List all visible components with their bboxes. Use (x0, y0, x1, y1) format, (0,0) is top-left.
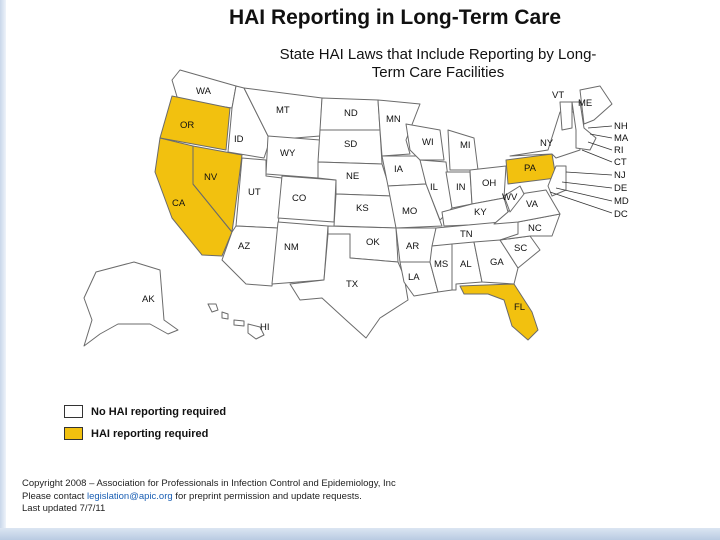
label-NJ: NJ (614, 170, 626, 181)
label-TX: TX (346, 279, 359, 290)
label-HI: HI (260, 322, 270, 333)
state-MO (387, 183, 443, 229)
label-IA: IA (394, 164, 404, 175)
slide-title: HAI Reporting in Long-Term Care (228, 6, 562, 29)
map-subtitle: State HAI Laws that Include Reporting by… (258, 46, 618, 82)
label-GA: GA (490, 257, 504, 268)
label-CO: CO (292, 193, 306, 204)
state-AK (83, 261, 179, 347)
label-NY: NY (540, 138, 554, 149)
label-WI: WI (422, 137, 434, 148)
slide-left-rail (0, 0, 6, 540)
label-AZ: AZ (238, 241, 250, 252)
state-OR (159, 95, 231, 151)
label-ND: ND (344, 108, 358, 119)
label-DE: DE (614, 183, 627, 194)
label-NM: NM (284, 242, 299, 253)
label-KS: KS (356, 203, 369, 214)
label-MO: MO (402, 206, 417, 217)
label-ID: ID (234, 134, 244, 145)
state-NM (271, 221, 329, 285)
state-WI (405, 123, 445, 161)
label-CT: CT (614, 157, 627, 168)
label-IL: IL (430, 182, 438, 193)
state-VT (559, 101, 573, 131)
label-NE: NE (346, 171, 359, 182)
state-ME (579, 85, 613, 125)
map-subtitle-line2: Term Care Facilities (371, 64, 505, 81)
slide-bottom-bar (0, 528, 720, 540)
legend-item-required: HAI reporting required (64, 427, 208, 440)
label-MS: MS (434, 259, 448, 270)
map-subtitle-line1: State HAI Laws that Include Reporting by… (279, 46, 597, 63)
footer-contact-post: for preprint permission and update reque… (172, 490, 362, 502)
label-RI: RI (614, 145, 624, 156)
state-labels: WA OR CA NV ID MT WY UT CO AZ NM ND SD N… (142, 86, 592, 333)
footer-updated: Last updated 7/7/11 (22, 503, 106, 514)
label-IN: IN (456, 182, 466, 193)
label-PA: PA (524, 163, 537, 174)
legend-item-not-required: No HAI reporting required (64, 405, 226, 418)
label-TN: TN (460, 229, 473, 240)
label-MD: MD (614, 196, 629, 207)
label-WY: WY (280, 148, 296, 159)
footer-contact: Please contact legislation@apic.org for … (22, 491, 442, 504)
state-NV (192, 145, 243, 233)
state-AZ (221, 225, 279, 287)
state-MN (377, 99, 421, 157)
label-WV: WV (502, 192, 518, 203)
label-NC: NC (528, 223, 542, 234)
label-MT: MT (276, 105, 290, 116)
label-MN: MN (386, 114, 401, 125)
label-ME: ME (578, 98, 592, 109)
label-SC: SC (514, 243, 527, 254)
state-TX (289, 233, 409, 339)
legend-label: HAI reporting required (91, 427, 209, 440)
label-LA: LA (408, 272, 420, 283)
copyright-footer: Copyright 2008 – Association for Profess… (22, 478, 442, 516)
label-OK: OK (366, 237, 380, 248)
footer-contact-pre: Please contact (22, 490, 87, 502)
label-OH: OH (482, 178, 496, 189)
label-VT: VT (552, 90, 564, 101)
label-MA: MA (614, 133, 629, 144)
footer-copyright: Copyright 2008 – Association for Profess… (22, 478, 396, 489)
label-WA: WA (196, 86, 212, 97)
label-AR: AR (406, 241, 419, 252)
state-CO (277, 175, 337, 223)
state-WV (503, 185, 525, 213)
legend-label: No HAI reporting required (91, 405, 227, 418)
label-FL: FL (514, 302, 525, 313)
state-LA (399, 261, 439, 297)
state-MS (429, 243, 453, 293)
northeast-callout-lines (549, 125, 613, 214)
state-HI (207, 303, 265, 340)
legend-swatch-white (64, 405, 83, 418)
label-NV: NV (204, 172, 218, 183)
label-SD: SD (344, 139, 357, 150)
northeast-labels: NH MA RI CT NJ DE MD DC (614, 121, 629, 220)
state-IA (381, 155, 427, 187)
label-OR: OR (180, 120, 194, 131)
state-FL (459, 283, 539, 341)
label-NH: NH (614, 121, 628, 132)
state-NJ-DE-MD (547, 165, 567, 197)
legend-swatch-yellow (64, 427, 83, 440)
label-VA: VA (526, 199, 539, 210)
label-KY: KY (474, 207, 487, 218)
label-CA: CA (172, 198, 186, 209)
label-AK: AK (142, 294, 155, 305)
label-DC: DC (614, 209, 628, 220)
label-MI: MI (460, 140, 471, 151)
contact-email-link[interactable]: legislation@apic.org (86, 490, 173, 502)
label-AL: AL (460, 259, 472, 270)
label-UT: UT (248, 187, 261, 198)
